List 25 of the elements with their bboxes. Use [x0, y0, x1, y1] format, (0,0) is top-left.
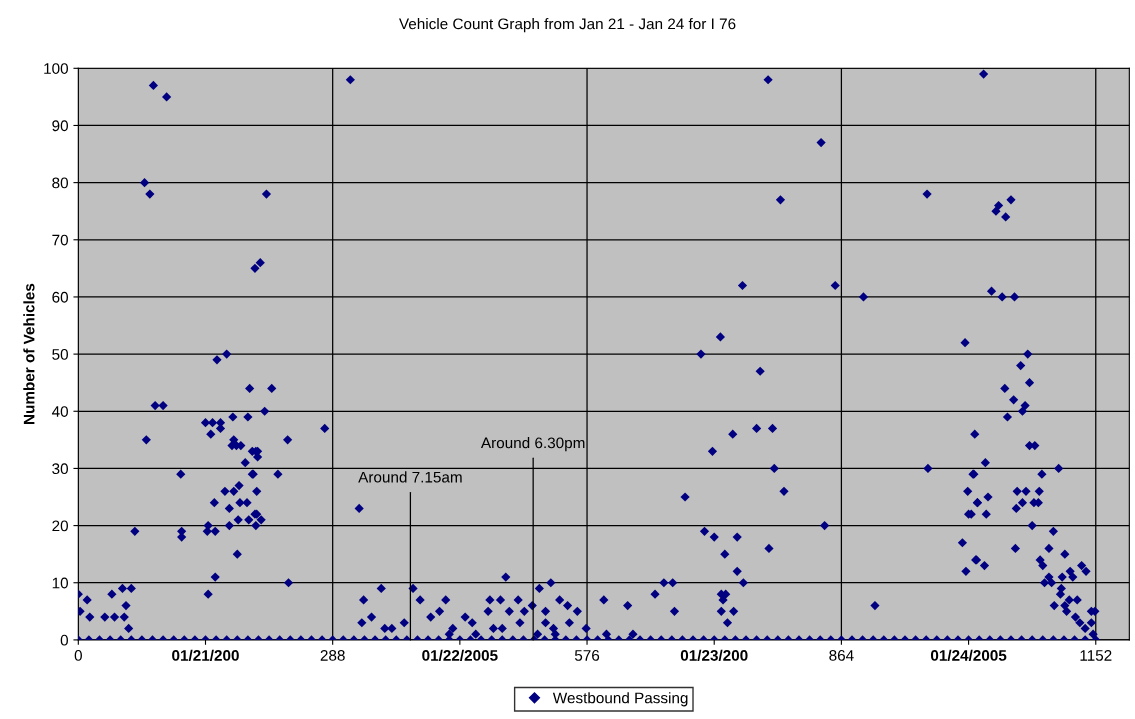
y-tick-label: 30 [52, 463, 68, 475]
y-tick-label: 90 [52, 120, 68, 132]
x-tick-label: 01/23/200 [680, 649, 748, 662]
x-tick-label: 864 [829, 650, 854, 661]
x-tick-label: 1152 [1080, 650, 1112, 661]
y-axis-title: Number of Vehicles [23, 283, 35, 424]
y-tick-label: 20 [52, 520, 68, 532]
annotation: Around 6.30pm [480, 437, 585, 452]
legend-label: Westbound Passing [552, 692, 688, 707]
y-tick-label: 80 [52, 177, 68, 189]
x-tick-label: 01/21/200 [172, 649, 239, 662]
y-tick-label: 50 [52, 348, 68, 360]
y-tick-label: 10 [52, 577, 68, 589]
x-tick-label: 01/22/2005 [422, 649, 498, 662]
x-tick-label: 288 [320, 650, 345, 661]
y-tick-label: 60 [52, 291, 68, 303]
x-tick-label: 01/24/2005 [930, 649, 1007, 662]
y-tick-label: 0 [60, 634, 68, 646]
annotation: Around 7.15am [358, 471, 462, 483]
y-tick-label: 70 [52, 234, 68, 246]
x-tick-label: 576 [574, 650, 600, 661]
chart-title: Vehicle Count Graph from Jan 21 - Jan 24 for I 76 [399, 18, 736, 33]
x-tick-label: 0 [74, 650, 82, 661]
y-tick-label: 40 [51, 406, 68, 417]
y-tick-label: 100 [44, 63, 68, 74]
